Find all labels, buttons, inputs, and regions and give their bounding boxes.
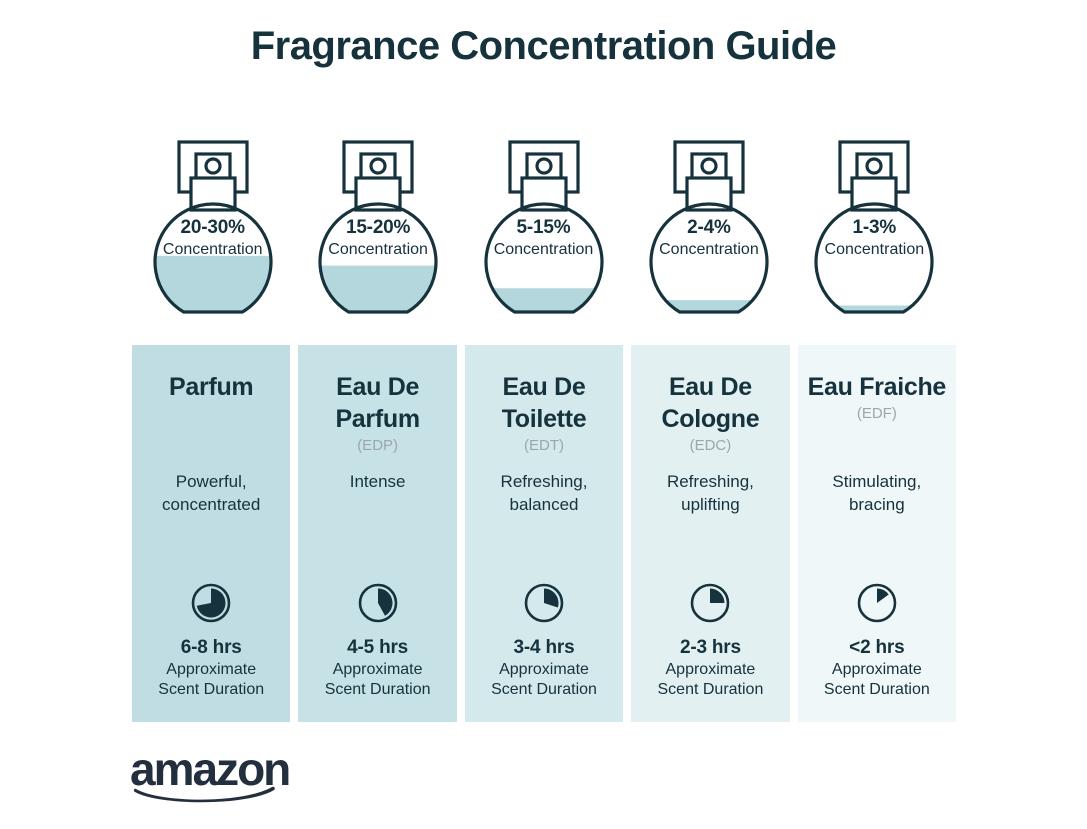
duration-block: 3-4 hrs Approximate Scent Duration [465, 635, 623, 700]
duration-value: 3-4 hrs [513, 637, 575, 658]
card-abbreviation: (EDC) [689, 437, 732, 454]
bottle-4: 2-4% Concentration [626, 134, 791, 334]
card-title: Eau De Parfum [335, 373, 420, 433]
duration-value: <2 hrs [849, 637, 905, 658]
duration-block: 6-8 hrs Approximate Scent Duration [132, 635, 290, 700]
amazon-wordmark: amazon [130, 748, 289, 795]
duration-block: 2-3 hrs Approximate Scent Duration [631, 635, 789, 700]
cards-row: Parfum Powerful, concentrated 6-8 hrs Approx… [132, 345, 957, 722]
bottle-body [153, 202, 273, 314]
card-description: Stimulating, bracing [832, 472, 922, 514]
cap-dot [369, 157, 387, 175]
duration-label: Approximate Scent Duration [324, 661, 431, 698]
card-title: Eau De Cologne [661, 373, 760, 433]
clock-icon [358, 583, 397, 623]
cap-dot [865, 157, 883, 175]
clock-icon-wrap [132, 581, 290, 625]
bottle-icon [649, 140, 769, 314]
card-title: Eau Fraiche [807, 373, 947, 401]
bottles-row: 20-30% Concentration 15-20% Concentration 5-… [130, 134, 957, 334]
card-abbreviation: (EDT) [524, 437, 565, 454]
duration-label: Approximate Scent Duration [491, 661, 597, 698]
card-description: Intense [349, 472, 406, 491]
bottle-body [814, 202, 934, 314]
cap-dot [204, 157, 222, 175]
clock-icon-wrap [798, 581, 956, 625]
clock-icon [691, 583, 730, 623]
clock-icon [524, 583, 564, 623]
bottle-body [649, 202, 769, 314]
bottle-3: 5-15% Concentration [461, 134, 626, 334]
clock-icon-wrap [465, 581, 623, 625]
card-title: Parfum [169, 373, 254, 401]
amazon-smile-arrow [133, 786, 275, 803]
card-title: Eau De Toilette [501, 373, 587, 433]
card-description: Refreshing, uplifting [666, 472, 754, 514]
fragrance-card-2: Eau De Parfum (EDP) Intense 4-5 hrs Approxim… [298, 345, 457, 722]
cap-dot [534, 157, 553, 175]
bottle-icon [483, 140, 604, 314]
clock-icon [857, 583, 897, 623]
card-abbreviation: (EDF) [856, 405, 897, 422]
bottle-body [318, 202, 438, 314]
duration-block: 4-5 hrs Approximate Scent Duration [298, 635, 456, 700]
duration-value: 4-5 hrs [347, 637, 409, 658]
fragrance-card-3: Eau De Toilette (EDT) Refreshing, balanced 3… [464, 345, 624, 722]
clock-icon-wrap [631, 581, 789, 625]
fragrance-card-5: Eau Fraiche (EDF) Stimulating, bracing <2 hr… [797, 345, 957, 722]
bottle-body [483, 202, 604, 314]
bottle-liquid [816, 305, 933, 312]
bottle-5: 1-3% Concentration [792, 134, 957, 334]
bottle-2: 15-20% Concentration [295, 134, 460, 334]
bottle-liquid [485, 288, 602, 312]
fragrance-card-4: Eau De Cologne (EDC) Refreshing, uplifting 2… [631, 345, 790, 722]
bottle-icon [153, 140, 273, 314]
duration-value: 6-8 hrs [180, 637, 242, 658]
duration-label: Approximate Scent Duration [657, 661, 764, 698]
duration-value: 2-3 hrs [679, 637, 741, 658]
clock-icon-wrap [298, 581, 456, 625]
cap-dot [700, 157, 718, 175]
card-description: Powerful, concentrated [162, 472, 261, 514]
bottle-liquid [650, 300, 767, 312]
duration-label: Approximate Scent Duration [823, 661, 930, 698]
bottle-icon [814, 140, 934, 314]
duration-label: Approximate Scent Duration [158, 661, 265, 698]
clock-icon [191, 583, 231, 623]
amazon-logo-svg: amazon [130, 743, 291, 803]
bottle-icon [318, 140, 438, 314]
fragrance-card-1: Parfum Powerful, concentrated 6-8 hrs Approx… [132, 345, 291, 722]
card-description: Refreshing, balanced [500, 472, 588, 514]
amazon-logo: amazon [130, 743, 291, 806]
page-title: Fragrance Concentration Guide [250, 24, 837, 68]
card-abbreviation: (EDP) [357, 437, 399, 454]
bottle-1: 20-30% Concentration [130, 134, 295, 334]
duration-block: <2 hrs Approximate Scent Duration [798, 635, 956, 700]
bottle-liquid [154, 255, 271, 312]
